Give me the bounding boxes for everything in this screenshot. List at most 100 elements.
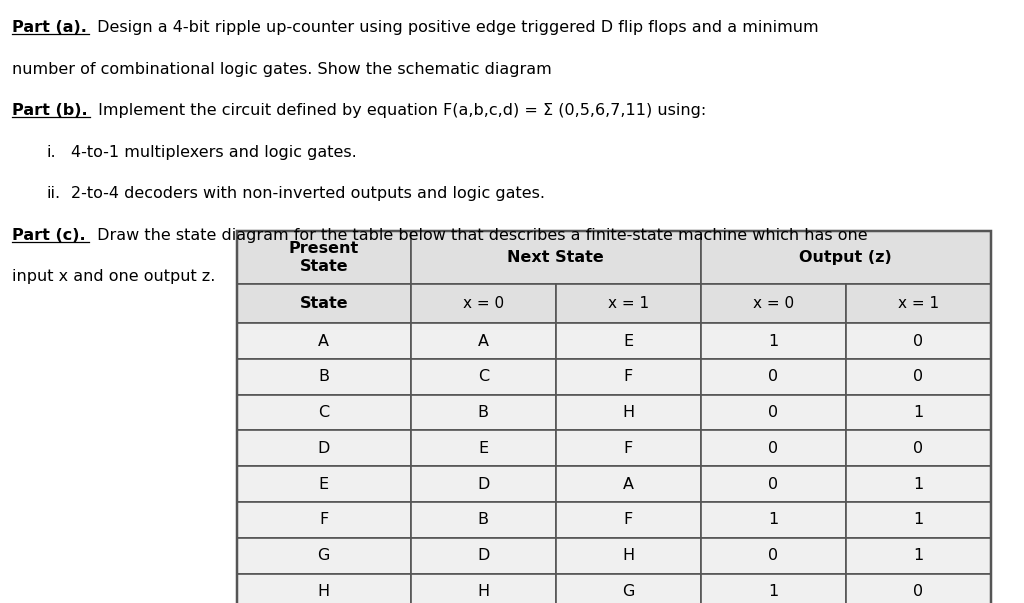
Text: Part (c).: Part (c). xyxy=(11,228,85,243)
Bar xyxy=(237,231,991,603)
Bar xyxy=(556,323,700,359)
Bar xyxy=(411,538,556,573)
Text: D: D xyxy=(477,476,489,491)
Text: Present
State: Present State xyxy=(289,241,359,274)
Bar xyxy=(237,431,411,466)
Bar xyxy=(700,502,846,538)
Bar xyxy=(237,284,411,323)
Text: Draw the state diagram for the table below that describes a finite-state machine: Draw the state diagram for the table bel… xyxy=(92,228,867,243)
Bar xyxy=(556,431,700,466)
Text: 0: 0 xyxy=(913,369,924,384)
Bar xyxy=(411,231,700,284)
Bar xyxy=(700,466,846,502)
Bar xyxy=(237,395,411,431)
Bar xyxy=(700,359,846,395)
Bar xyxy=(411,323,556,359)
Text: A: A xyxy=(623,476,634,491)
Bar xyxy=(556,359,700,395)
Text: A: A xyxy=(318,333,330,349)
Text: 1: 1 xyxy=(913,405,924,420)
Text: G: G xyxy=(317,548,330,563)
Bar xyxy=(700,395,846,431)
Text: 0: 0 xyxy=(768,441,778,456)
Text: A: A xyxy=(478,333,488,349)
Text: C: C xyxy=(478,369,488,384)
Bar xyxy=(411,395,556,431)
Bar xyxy=(700,538,846,573)
Bar xyxy=(846,323,991,359)
Text: x = 0: x = 0 xyxy=(463,296,504,311)
Text: ii.: ii. xyxy=(46,186,60,201)
Text: H: H xyxy=(623,405,634,420)
Bar xyxy=(700,231,991,284)
Text: x = 1: x = 1 xyxy=(898,296,939,311)
Text: G: G xyxy=(623,584,635,599)
Bar xyxy=(846,431,991,466)
Bar xyxy=(237,231,411,284)
Bar xyxy=(846,573,991,603)
Text: E: E xyxy=(478,441,488,456)
Bar xyxy=(700,284,846,323)
Bar xyxy=(237,359,411,395)
Text: 1: 1 xyxy=(768,584,778,599)
Bar xyxy=(700,431,846,466)
Text: F: F xyxy=(319,513,329,528)
Text: 1: 1 xyxy=(768,333,778,349)
Text: 0: 0 xyxy=(913,333,924,349)
Text: F: F xyxy=(624,441,633,456)
Text: F: F xyxy=(624,369,633,384)
Bar xyxy=(556,573,700,603)
Text: B: B xyxy=(478,405,488,420)
Bar xyxy=(411,502,556,538)
Bar xyxy=(846,395,991,431)
Bar xyxy=(237,466,411,502)
Text: Output (z): Output (z) xyxy=(800,250,892,265)
Text: H: H xyxy=(477,584,489,599)
Bar xyxy=(846,466,991,502)
Bar xyxy=(556,538,700,573)
Text: 4-to-1 multiplexers and logic gates.: 4-to-1 multiplexers and logic gates. xyxy=(71,145,356,160)
Bar xyxy=(237,323,411,359)
Text: D: D xyxy=(317,441,330,456)
Bar xyxy=(411,431,556,466)
Text: 2-to-4 decoders with non-inverted outputs and logic gates.: 2-to-4 decoders with non-inverted output… xyxy=(71,186,545,201)
Text: x = 0: x = 0 xyxy=(753,296,794,311)
Text: H: H xyxy=(317,584,330,599)
Text: Implement the circuit defined by equation F(a,b,c,d) = Σ (0,5,6,7,11) using:: Implement the circuit defined by equatio… xyxy=(93,103,706,118)
Text: C: C xyxy=(318,405,330,420)
Bar xyxy=(237,502,411,538)
Bar xyxy=(846,538,991,573)
Text: x = 1: x = 1 xyxy=(607,296,649,311)
Bar xyxy=(846,359,991,395)
Bar xyxy=(411,284,556,323)
Text: B: B xyxy=(478,513,488,528)
Text: Design a 4-bit ripple up-counter using positive edge triggered D flip flops and : Design a 4-bit ripple up-counter using p… xyxy=(92,20,818,35)
Text: B: B xyxy=(318,369,330,384)
Text: number of combinational logic gates. Show the schematic diagram: number of combinational logic gates. Sho… xyxy=(11,62,551,77)
Text: 0: 0 xyxy=(768,369,778,384)
Text: 0: 0 xyxy=(913,584,924,599)
Text: Next State: Next State xyxy=(508,250,604,265)
Text: Part (a).: Part (a). xyxy=(11,20,86,35)
Text: 0: 0 xyxy=(768,476,778,491)
Text: 0: 0 xyxy=(768,548,778,563)
Text: E: E xyxy=(318,476,329,491)
Text: 1: 1 xyxy=(913,513,924,528)
Bar xyxy=(846,284,991,323)
Text: Part (b).: Part (b). xyxy=(11,103,87,118)
Text: i.: i. xyxy=(46,145,56,160)
Bar xyxy=(237,538,411,573)
Text: 1: 1 xyxy=(913,476,924,491)
Text: D: D xyxy=(477,548,489,563)
Text: F: F xyxy=(624,513,633,528)
Text: 0: 0 xyxy=(913,441,924,456)
Bar xyxy=(846,502,991,538)
Bar xyxy=(411,573,556,603)
Bar xyxy=(237,573,411,603)
Text: State: State xyxy=(299,296,348,311)
Text: 1: 1 xyxy=(913,548,924,563)
Bar xyxy=(700,573,846,603)
Text: 1: 1 xyxy=(768,513,778,528)
Text: E: E xyxy=(624,333,633,349)
Bar xyxy=(411,359,556,395)
